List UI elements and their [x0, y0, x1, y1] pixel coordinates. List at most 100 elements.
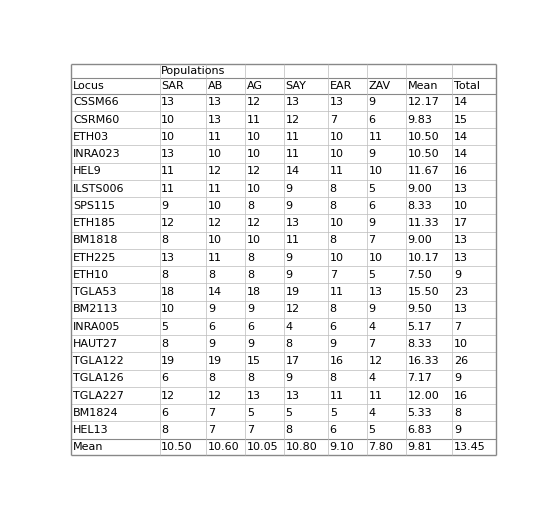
Text: 11: 11 — [330, 287, 343, 297]
Text: 9: 9 — [247, 339, 254, 349]
Text: 7: 7 — [208, 408, 215, 418]
Text: 7: 7 — [247, 425, 254, 435]
Text: 8: 8 — [247, 270, 254, 280]
Text: 14: 14 — [208, 287, 222, 297]
Text: 13: 13 — [161, 149, 175, 159]
Text: 9: 9 — [208, 339, 215, 349]
Text: Populations: Populations — [161, 66, 225, 76]
Text: 7: 7 — [368, 339, 376, 349]
Text: 12: 12 — [368, 356, 383, 366]
Text: 13: 13 — [286, 97, 300, 107]
Text: 9: 9 — [368, 149, 376, 159]
Text: HAUT27: HAUT27 — [73, 339, 118, 349]
Text: 9.00: 9.00 — [407, 184, 432, 193]
Text: 10: 10 — [247, 149, 261, 159]
Text: 16: 16 — [330, 356, 343, 366]
Text: 23: 23 — [454, 287, 468, 297]
Text: 13.45: 13.45 — [454, 442, 486, 451]
Text: 10.50: 10.50 — [407, 132, 439, 142]
Text: 9: 9 — [286, 270, 293, 280]
Text: 14: 14 — [454, 132, 468, 142]
Text: 12: 12 — [208, 166, 222, 176]
Text: 10: 10 — [330, 149, 343, 159]
Text: 12: 12 — [247, 97, 261, 107]
Text: 5.17: 5.17 — [407, 322, 432, 331]
Text: 9: 9 — [368, 218, 376, 228]
Text: 12.00: 12.00 — [407, 390, 439, 401]
Text: 10: 10 — [454, 201, 468, 211]
Text: 8: 8 — [330, 184, 337, 193]
Text: 9: 9 — [454, 373, 461, 383]
Text: 11: 11 — [286, 149, 300, 159]
Text: 6: 6 — [247, 322, 254, 331]
Text: 8.33: 8.33 — [407, 201, 432, 211]
Text: 11.33: 11.33 — [407, 218, 439, 228]
Text: 12: 12 — [208, 218, 222, 228]
Text: 9.50: 9.50 — [407, 304, 432, 314]
Text: 9: 9 — [454, 270, 461, 280]
Text: 11: 11 — [208, 252, 222, 263]
Text: 8: 8 — [161, 235, 168, 245]
Text: 15: 15 — [454, 114, 468, 125]
Text: 4: 4 — [368, 322, 376, 331]
Text: 14: 14 — [454, 149, 468, 159]
Text: 10: 10 — [368, 252, 383, 263]
Text: 11: 11 — [368, 390, 383, 401]
Text: 13: 13 — [454, 184, 468, 193]
Text: ETH10: ETH10 — [73, 270, 109, 280]
Text: 13: 13 — [286, 390, 300, 401]
Text: 10: 10 — [330, 252, 343, 263]
Text: 18: 18 — [161, 287, 176, 297]
Text: 8: 8 — [330, 201, 337, 211]
Text: 4: 4 — [286, 322, 293, 331]
Text: 10: 10 — [161, 132, 175, 142]
Text: ILSTS006: ILSTS006 — [73, 184, 125, 193]
Text: 5.33: 5.33 — [407, 408, 432, 418]
Text: 13: 13 — [208, 97, 222, 107]
Text: AG: AG — [247, 81, 263, 91]
Text: 10: 10 — [247, 132, 261, 142]
Text: SAR: SAR — [161, 81, 184, 91]
Text: Locus: Locus — [73, 81, 105, 91]
Text: 5: 5 — [286, 408, 293, 418]
Text: 9.81: 9.81 — [407, 442, 432, 451]
Text: 9.00: 9.00 — [407, 235, 432, 245]
Text: 13: 13 — [247, 390, 261, 401]
Text: 7: 7 — [330, 270, 337, 280]
Text: 8: 8 — [286, 425, 293, 435]
Text: BM2113: BM2113 — [73, 304, 119, 314]
Text: 8.33: 8.33 — [407, 339, 432, 349]
Text: 19: 19 — [286, 287, 300, 297]
Text: 10: 10 — [161, 304, 175, 314]
Text: AB: AB — [208, 81, 223, 91]
Text: 11: 11 — [286, 132, 300, 142]
Text: 12: 12 — [286, 114, 300, 125]
Text: 16: 16 — [454, 390, 468, 401]
Text: TGLA53: TGLA53 — [73, 287, 116, 297]
Text: TGLA126: TGLA126 — [73, 373, 124, 383]
Text: 11: 11 — [208, 132, 222, 142]
Text: 14: 14 — [454, 97, 468, 107]
Text: 9.83: 9.83 — [407, 114, 432, 125]
Text: 11: 11 — [161, 184, 175, 193]
Text: Mean: Mean — [407, 81, 438, 91]
Text: 9: 9 — [286, 252, 293, 263]
Text: 15.50: 15.50 — [407, 287, 439, 297]
Text: 8: 8 — [247, 373, 254, 383]
Text: 6: 6 — [368, 201, 376, 211]
Text: ETH225: ETH225 — [73, 252, 116, 263]
Text: ETH03: ETH03 — [73, 132, 109, 142]
Text: 7: 7 — [208, 425, 215, 435]
Text: 10: 10 — [454, 339, 468, 349]
Text: 10: 10 — [247, 235, 261, 245]
Text: 12: 12 — [208, 390, 222, 401]
Text: 10: 10 — [330, 132, 343, 142]
Text: 8: 8 — [330, 373, 337, 383]
Text: 7.50: 7.50 — [407, 270, 432, 280]
Text: 17: 17 — [286, 356, 300, 366]
Text: 13: 13 — [454, 304, 468, 314]
Text: 9: 9 — [368, 304, 376, 314]
Text: 10: 10 — [247, 184, 261, 193]
Text: 19: 19 — [208, 356, 222, 366]
Text: SPS115: SPS115 — [73, 201, 115, 211]
